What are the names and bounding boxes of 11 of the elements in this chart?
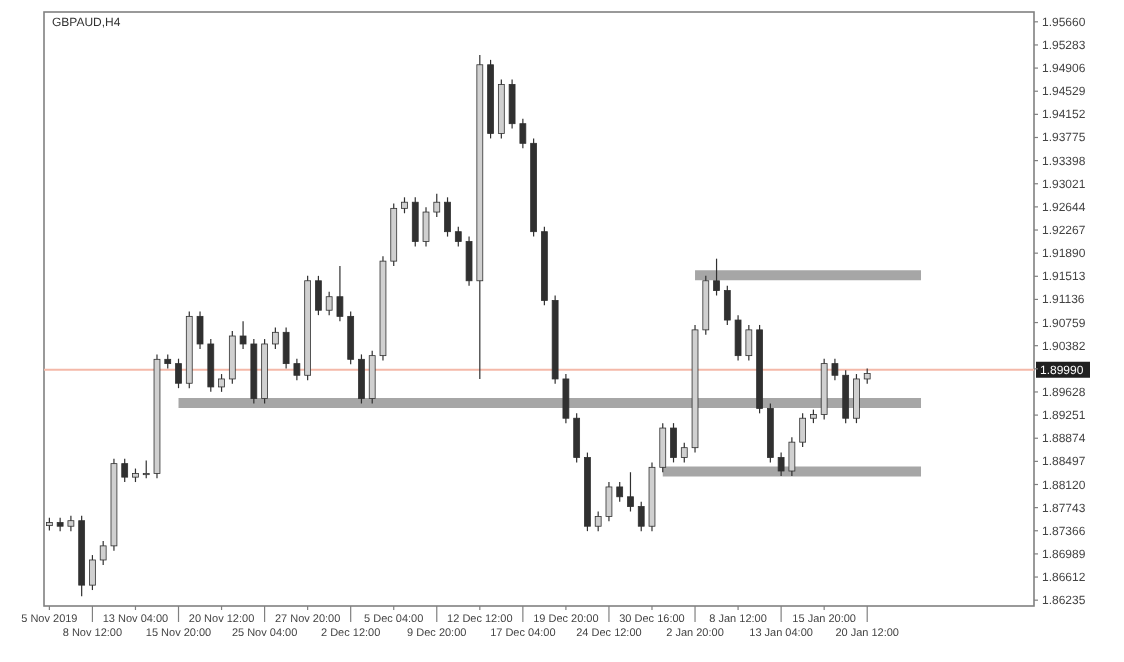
candlestick (272, 326, 279, 350)
candlestick (89, 554, 96, 591)
candlestick (799, 412, 806, 448)
candlestick (175, 358, 182, 389)
candlestick (627, 471, 634, 513)
candlestick (315, 275, 322, 316)
candlestick (670, 422, 677, 464)
candlestick (853, 373, 860, 424)
candlestick (713, 258, 720, 297)
candlestick (358, 353, 365, 405)
candlestick (444, 196, 451, 238)
